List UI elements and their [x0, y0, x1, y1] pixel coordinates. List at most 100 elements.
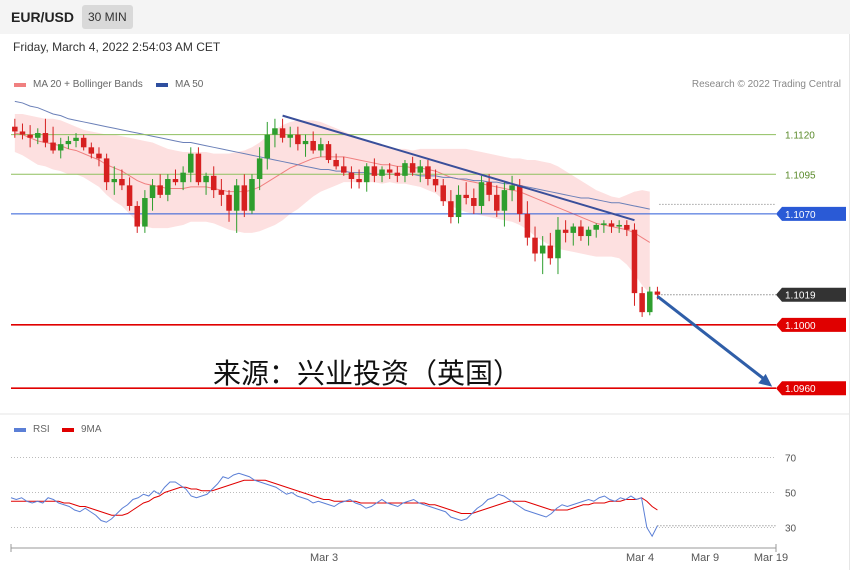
candle-body [409, 163, 416, 173]
candle [478, 175, 485, 214]
candle [165, 174, 171, 202]
candle-body [440, 185, 446, 202]
price-label-1.1095: 1.1095 [785, 170, 816, 181]
candle [356, 169, 362, 189]
price-label-1.1000: 1.1000 [785, 321, 816, 332]
candle-body [333, 159, 339, 167]
candle-body [42, 133, 49, 143]
candle-body [142, 198, 148, 227]
bollinger-band [14, 114, 650, 294]
candle-body [157, 185, 163, 195]
candle-body [509, 185, 515, 191]
candle [42, 118, 49, 148]
legend-label-rsi: RSI [33, 424, 50, 435]
candle [616, 220, 622, 233]
candle-body [608, 223, 615, 227]
x-tick-label: Mar 3 [310, 552, 338, 564]
candle [210, 166, 217, 199]
candle [50, 126, 56, 154]
ma20-line [14, 132, 651, 243]
rsi-tick-50: 50 [785, 489, 797, 500]
candle-body [616, 224, 622, 227]
candle [448, 190, 454, 224]
candle [134, 201, 140, 233]
candle [241, 174, 248, 218]
candle [578, 220, 584, 241]
candle-body [555, 229, 561, 259]
candle [203, 172, 209, 195]
candle [363, 163, 370, 192]
candle-body [80, 137, 87, 148]
candle-body [647, 291, 653, 313]
candle [486, 174, 492, 202]
rsi-9ma-line [11, 479, 658, 516]
candle [570, 223, 577, 246]
candle-body [578, 226, 584, 237]
symbol-label: EUR/USD [11, 9, 75, 25]
candle [188, 147, 194, 183]
candle-body [654, 291, 661, 295]
candle-body [73, 137, 79, 141]
candle [287, 126, 293, 148]
candle-body [233, 185, 240, 211]
candle [402, 159, 408, 183]
ma50-line [14, 100, 650, 210]
candle-body [593, 224, 599, 230]
price-tag-1.1019 [776, 287, 846, 302]
rsi-tick-30: 30 [785, 524, 797, 535]
legend-label-9ma: 9MA [81, 424, 102, 435]
candle-body [96, 153, 102, 159]
candle-body [455, 194, 462, 218]
candle-body [65, 140, 72, 145]
candle [539, 236, 546, 275]
candle-body [126, 185, 133, 206]
candle-body [356, 179, 362, 183]
credit: Research © 2022 Trading Central [691, 79, 841, 90]
x-tick-label: Mar 4 [626, 552, 654, 564]
candle [440, 179, 446, 206]
candle-body [272, 128, 278, 135]
candle-body [264, 134, 271, 159]
candle [348, 166, 355, 189]
candle-body [19, 131, 26, 135]
candle-body [27, 134, 33, 138]
price-label-1.1019: 1.1019 [785, 291, 816, 302]
timeframe-button[interactable]: 30 MIN [82, 5, 133, 29]
candle-body [516, 185, 523, 214]
candle [532, 226, 538, 262]
candle [264, 121, 271, 170]
candle [249, 174, 255, 214]
candle-body [180, 172, 186, 183]
candle [639, 286, 645, 317]
timestamp: Friday, March 4, 2022 2:54:03 AM CET [13, 40, 221, 54]
candle [80, 134, 87, 151]
candle [96, 147, 102, 167]
candle [555, 217, 561, 275]
x-tick-label: Mar 19 [754, 552, 788, 564]
candle [547, 232, 554, 265]
candle-body [210, 175, 217, 191]
candle-body [256, 158, 263, 180]
candle [233, 179, 240, 233]
candle-body [172, 179, 179, 183]
candle [65, 136, 72, 149]
candle-body [188, 153, 194, 173]
watermark: 来源：兴业投资（英国） [213, 357, 521, 390]
candle-body [524, 213, 531, 238]
candle [631, 223, 638, 306]
candle [494, 185, 500, 218]
legend-rsi: RSI [14, 424, 50, 435]
legend-swatch-ma20 [14, 82, 26, 87]
candle [585, 226, 592, 246]
candle-body [302, 140, 309, 145]
candle-body [103, 158, 110, 183]
candle [218, 179, 225, 206]
candle-body [471, 198, 477, 206]
candle-body [287, 134, 293, 138]
candle-body [50, 142, 56, 151]
rsi-line [10, 472, 658, 538]
candle [501, 182, 508, 227]
candle-body [402, 163, 408, 176]
trendline [282, 114, 635, 222]
